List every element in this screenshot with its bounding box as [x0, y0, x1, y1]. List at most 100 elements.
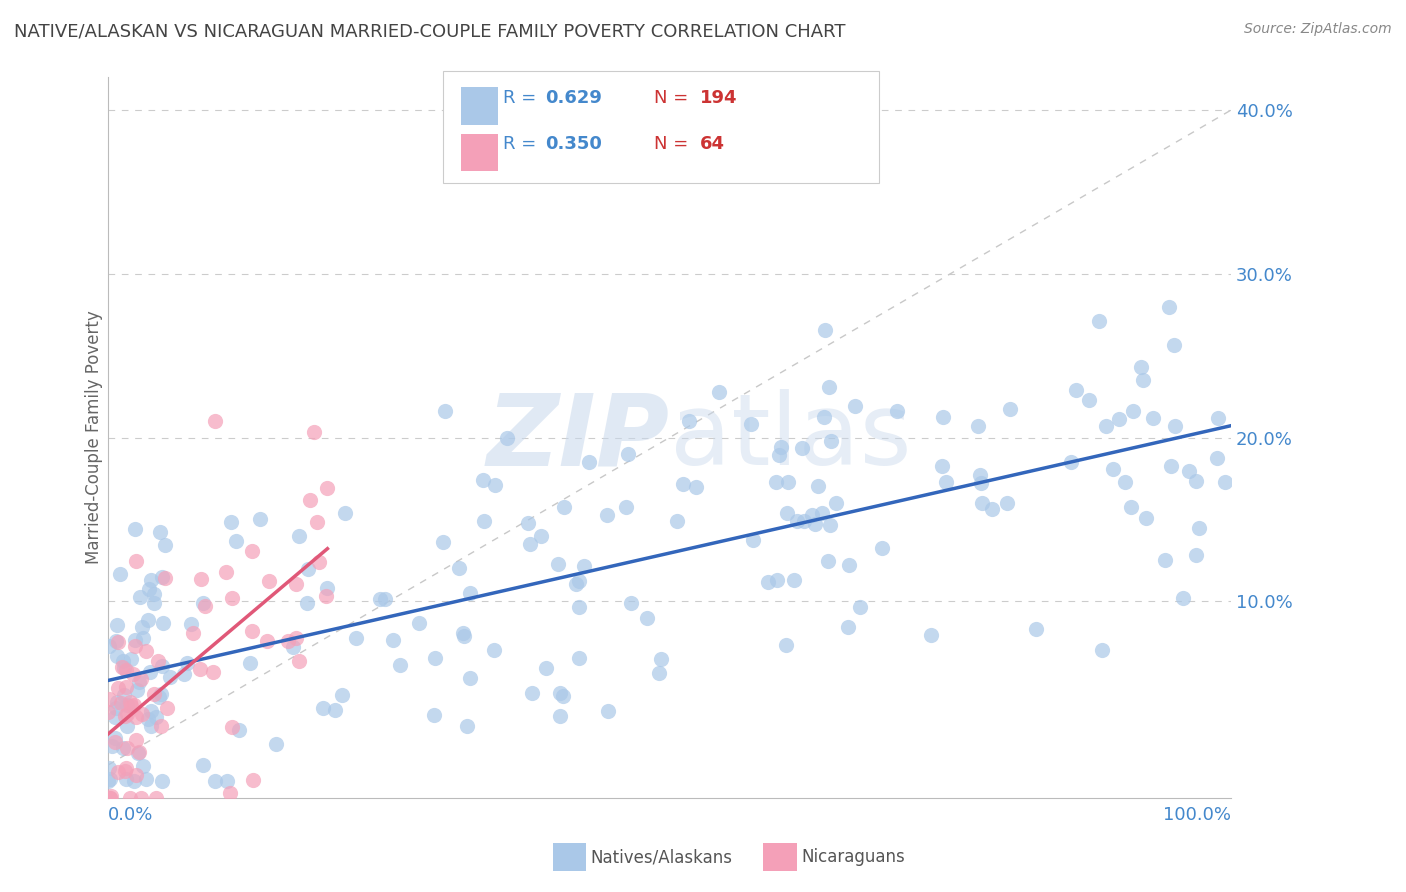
Point [135, 644, 157, 658]
Point [1059, 455, 1081, 469]
Text: 100.0%: 100.0% [1163, 805, 1230, 824]
Point [114, 764, 136, 778]
Point [217, 774, 239, 789]
Point [118, 790, 141, 805]
Point [1122, 404, 1144, 418]
Point [297, 596, 319, 610]
Point [472, 514, 495, 528]
Text: atlas: atlas [669, 389, 911, 486]
Point [316, 481, 339, 495]
Point [1101, 462, 1123, 476]
Point [1178, 464, 1201, 478]
Text: Nicaraguans: Nicaraguans [801, 848, 905, 866]
Point [553, 689, 575, 703]
Point [132, 632, 155, 646]
Point [138, 582, 160, 596]
Point [548, 686, 571, 700]
Point [568, 574, 591, 588]
Point [671, 477, 693, 491]
Point [124, 710, 146, 724]
Point [118, 696, 141, 710]
Point [120, 652, 142, 666]
Point [104, 735, 127, 749]
Point [124, 639, 146, 653]
Point [150, 687, 173, 701]
Text: N =: N = [654, 135, 693, 153]
Point [614, 500, 637, 514]
Point [1185, 474, 1208, 488]
Point [264, 737, 287, 751]
Point [100, 789, 122, 803]
Point [125, 554, 148, 568]
Point [225, 534, 247, 549]
Point [636, 611, 658, 625]
Point [150, 774, 173, 789]
Point [221, 720, 243, 734]
Point [104, 731, 127, 745]
Point [453, 629, 475, 643]
Point [807, 478, 830, 492]
Point [127, 683, 149, 698]
Point [742, 533, 765, 548]
Point [138, 665, 160, 679]
Point [870, 541, 893, 556]
Point [129, 672, 152, 686]
Point [813, 410, 835, 425]
Point [281, 640, 304, 655]
Point [149, 719, 172, 733]
Point [101, 739, 124, 753]
Point [107, 681, 129, 695]
Point [107, 765, 129, 780]
Point [776, 506, 799, 520]
Point [115, 741, 138, 756]
Point [536, 661, 558, 675]
Point [219, 786, 242, 800]
Point [344, 631, 367, 645]
Point [567, 599, 589, 614]
Point [145, 790, 167, 805]
Text: NATIVE/ALASKAN VS NICARAGUAN MARRIED-COUPLE FAMILY POVERTY CORRELATION CHART: NATIVE/ALASKAN VS NICARAGUAN MARRIED-COU… [14, 22, 845, 40]
Point [519, 537, 541, 551]
Point [382, 632, 405, 647]
Text: 64: 64 [700, 135, 725, 153]
Point [114, 772, 136, 787]
Point [330, 688, 353, 702]
Text: 0.0%: 0.0% [108, 805, 153, 824]
Point [818, 518, 841, 533]
Point [298, 492, 321, 507]
Point [122, 698, 145, 712]
Point [98, 772, 121, 786]
Point [104, 700, 127, 714]
Point [678, 414, 700, 428]
Point [141, 574, 163, 588]
Point [648, 666, 671, 681]
Point [1088, 314, 1111, 328]
Point [104, 710, 127, 724]
Point [181, 626, 204, 640]
Point [447, 561, 470, 575]
Point [108, 566, 131, 581]
Point [240, 544, 263, 558]
Point [814, 322, 837, 336]
Point [820, 434, 842, 449]
Point [285, 632, 308, 646]
Point [98, 790, 121, 805]
Point [284, 576, 307, 591]
Point [1184, 549, 1206, 563]
Point [620, 595, 643, 609]
Point [792, 441, 814, 455]
Point [886, 404, 908, 418]
Point [388, 658, 411, 673]
Point [139, 719, 162, 733]
Point [131, 706, 153, 721]
Point [778, 475, 800, 489]
Point [149, 524, 172, 539]
Point [1142, 411, 1164, 425]
Point [1215, 475, 1237, 489]
Point [143, 587, 166, 601]
Point [368, 592, 391, 607]
Point [374, 591, 396, 606]
Point [1171, 591, 1194, 606]
Point [451, 626, 474, 640]
Point [239, 656, 262, 670]
